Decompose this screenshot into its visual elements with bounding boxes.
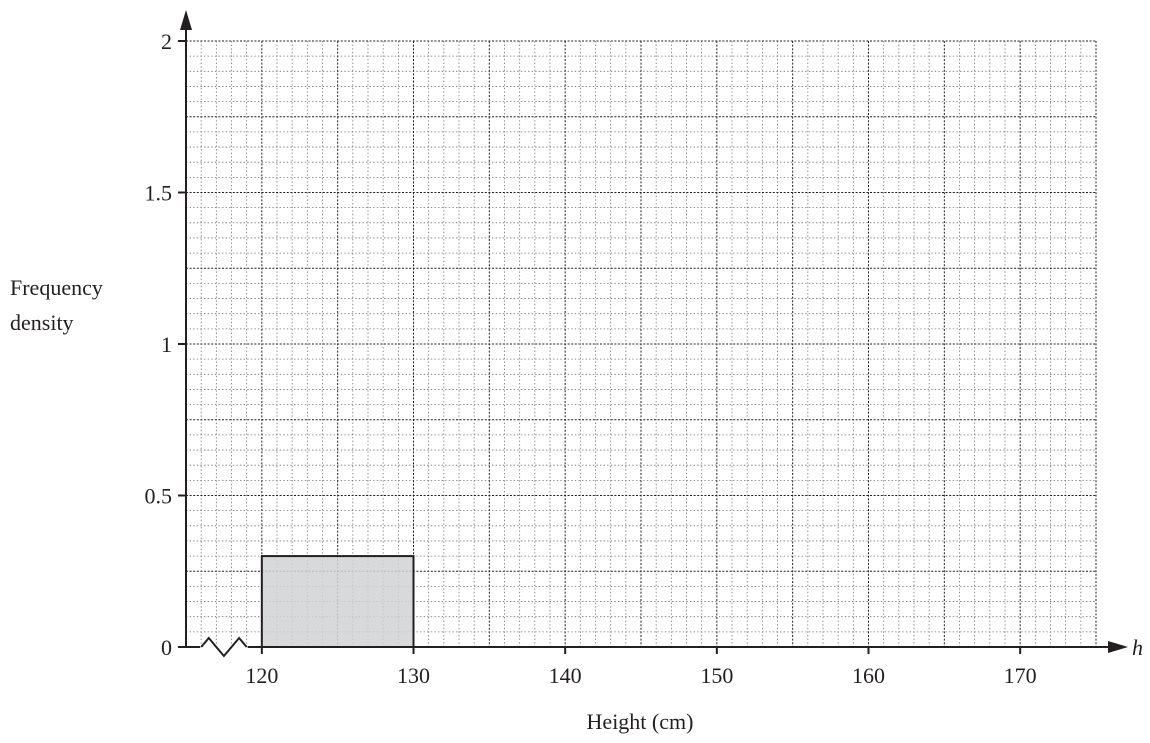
y-tick-label: 2 <box>161 29 172 54</box>
y-axis-title-line-1: Frequency <box>10 275 103 300</box>
y-tick-label: 1 <box>161 332 172 357</box>
y-axis-title-line-2: density <box>10 310 74 335</box>
histogram-bars <box>260 555 415 648</box>
axis-break-zigzag <box>200 636 248 658</box>
x-tick-label: 170 <box>1004 663 1037 688</box>
x-tick-label: 130 <box>397 663 430 688</box>
axis-break-gap <box>200 644 248 650</box>
y-tick-label: 1.5 <box>145 181 173 206</box>
x-axis-ticks: 120 130 140 150 160 170 <box>245 647 1037 688</box>
x-tick-label: 150 <box>700 663 733 688</box>
x-tick-label: 160 <box>852 663 885 688</box>
x-tick-label: 140 <box>549 663 582 688</box>
y-axis-ticks: 0 0.5 1 1.5 2 <box>145 29 186 660</box>
y-tick-label: 0 <box>161 635 172 660</box>
y-tick-label: 0.5 <box>145 484 173 509</box>
histogram-bar <box>260 555 415 648</box>
x-tick-label: 120 <box>245 663 278 688</box>
x-axis-title: Height (cm) <box>587 709 694 734</box>
y-axis-arrow <box>180 10 192 30</box>
x-axis-arrow <box>1108 641 1128 653</box>
x-axis-variable-label: h <box>1132 635 1143 660</box>
axes <box>180 10 1128 658</box>
